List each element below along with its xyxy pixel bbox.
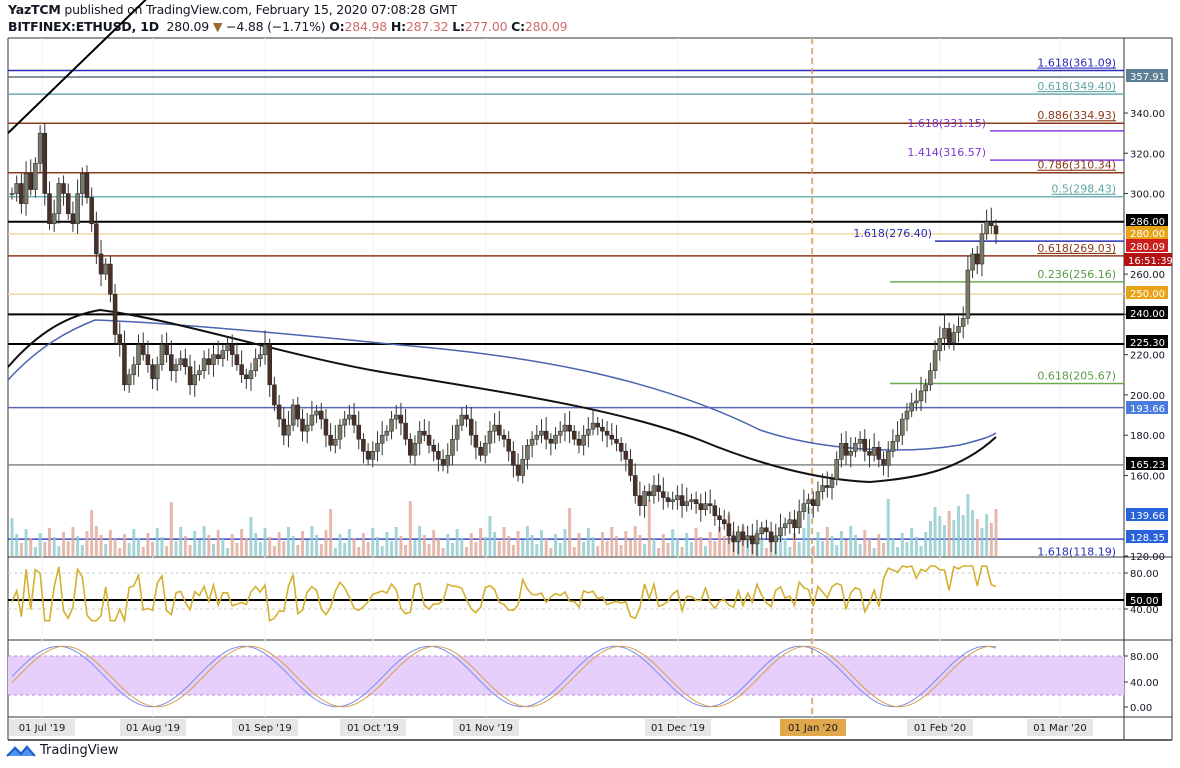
svg-text:16:51:39: 16:51:39 xyxy=(1128,256,1173,267)
moving-averages xyxy=(7,308,997,484)
svg-text:180.00: 180.00 xyxy=(1130,431,1165,442)
svg-text:0.786(310.34): 0.786(310.34) xyxy=(1037,159,1116,172)
svg-text:0.618(349.40): 0.618(349.40) xyxy=(1037,80,1116,93)
svg-text:193.66: 193.66 xyxy=(1130,404,1165,415)
svg-text:225.30: 225.30 xyxy=(1130,338,1165,349)
svg-text:01 Oct '19: 01 Oct '19 xyxy=(347,723,399,734)
symbol-legend: BITFINEX:ETHUSD, 1D 280.09 ▼ −4.88 (−1.7… xyxy=(8,19,568,34)
svg-text:01 Sep '19: 01 Sep '19 xyxy=(238,723,291,734)
candlesticks xyxy=(9,123,999,556)
svg-text:40.00: 40.00 xyxy=(1130,678,1159,689)
last-price: 280.09 xyxy=(166,19,210,34)
svg-text:165.23: 165.23 xyxy=(1130,460,1165,471)
svg-text:120.00: 120.00 xyxy=(1130,552,1165,563)
support-resistance-levels xyxy=(8,69,1124,540)
published-text: published on TradingView.com, February 1… xyxy=(64,2,457,17)
svg-text:01 Jul '19: 01 Jul '19 xyxy=(19,723,66,734)
svg-text:50.00: 50.00 xyxy=(1130,596,1159,607)
svg-text:01 Feb '20: 01 Feb '20 xyxy=(914,723,966,734)
svg-text:260.00: 260.00 xyxy=(1130,270,1165,281)
svg-text:357.91: 357.91 xyxy=(1130,72,1165,83)
svg-text:80.00: 80.00 xyxy=(1130,569,1159,580)
svg-text:1.618(276.40): 1.618(276.40) xyxy=(853,227,932,240)
svg-text:01 Aug '19: 01 Aug '19 xyxy=(126,723,180,734)
open-value: 284.98 xyxy=(344,19,388,34)
volume-bars xyxy=(10,494,998,556)
svg-text:240.00: 240.00 xyxy=(1130,309,1165,320)
author-name[interactable]: YazTCM xyxy=(8,2,61,17)
svg-text:139.66: 139.66 xyxy=(1130,511,1165,522)
svg-text:286.00: 286.00 xyxy=(1130,217,1165,228)
svg-text:1.414(316.57): 1.414(316.57) xyxy=(907,146,986,159)
svg-text:0.236(256.16): 0.236(256.16) xyxy=(1037,268,1116,281)
svg-text:128.35: 128.35 xyxy=(1130,533,1165,544)
high-value: 287.32 xyxy=(405,19,449,34)
trendline xyxy=(7,0,147,134)
stoch-rsi-pane: 80.00 40.00 0.00 xyxy=(8,645,1159,714)
low-label: L: xyxy=(452,19,465,34)
svg-text:01 Jan '20: 01 Jan '20 xyxy=(788,723,838,734)
svg-text:300.00: 300.00 xyxy=(1130,190,1165,201)
svg-text:250.00: 250.00 xyxy=(1130,289,1165,300)
svg-text:0.618(269.03): 0.618(269.03) xyxy=(1037,242,1116,255)
high-label: H: xyxy=(390,19,406,34)
svg-text:320.00: 320.00 xyxy=(1130,149,1165,160)
tradingview-brand: TradingView xyxy=(40,742,119,758)
svg-text:340.00: 340.00 xyxy=(1130,109,1165,120)
fib-labels: 1.618(361.09) 0.618(349.40) 0.886(334.93) 0… xyxy=(853,57,1116,559)
tradingview-logo-icon xyxy=(6,745,36,757)
svg-text:01 Nov '19: 01 Nov '19 xyxy=(459,723,513,734)
svg-text:80.00: 80.00 xyxy=(1130,652,1159,663)
svg-text:1.618(118.19): 1.618(118.19) xyxy=(1037,546,1116,559)
price-change: −4.88 (−1.71%) xyxy=(226,19,326,34)
svg-text:01 Dec '19: 01 Dec '19 xyxy=(651,723,705,734)
svg-text:280.00: 280.00 xyxy=(1130,229,1165,240)
down-arrow-icon: ▼ xyxy=(212,19,223,34)
close-value: 280.09 xyxy=(524,19,568,34)
publish-info: YazTCM published on TradingView.com, Feb… xyxy=(8,2,457,17)
svg-text:0.886(334.93): 0.886(334.93) xyxy=(1037,109,1116,122)
svg-text:200.00: 200.00 xyxy=(1130,391,1165,402)
open-label: O: xyxy=(329,19,345,34)
svg-text:1.618(331.15): 1.618(331.15) xyxy=(907,117,986,130)
close-label: C: xyxy=(511,19,525,34)
svg-text:40.00: 40.00 xyxy=(1130,605,1159,616)
tradingview-logo[interactable]: TradingView xyxy=(6,742,119,758)
svg-text:01 Mar '20: 01 Mar '20 xyxy=(1033,723,1086,734)
svg-text:1.618(361.09): 1.618(361.09) xyxy=(1037,57,1116,70)
svg-text:0.5(298.43): 0.5(298.43) xyxy=(1051,183,1116,196)
svg-text:0.00: 0.00 xyxy=(1130,703,1152,714)
svg-text:220.00: 220.00 xyxy=(1130,351,1165,362)
low-value: 277.00 xyxy=(464,19,508,34)
chart-frame xyxy=(7,37,1173,741)
price-axis[interactable]: 340.00 320.00 300.00 260.00 240.00 220.00 200.… xyxy=(1124,69,1173,563)
svg-text:0.618(205.67): 0.618(205.67) xyxy=(1037,369,1116,382)
svg-text:280.09: 280.09 xyxy=(1130,242,1165,253)
svg-text:160.00: 160.00 xyxy=(1130,471,1165,482)
